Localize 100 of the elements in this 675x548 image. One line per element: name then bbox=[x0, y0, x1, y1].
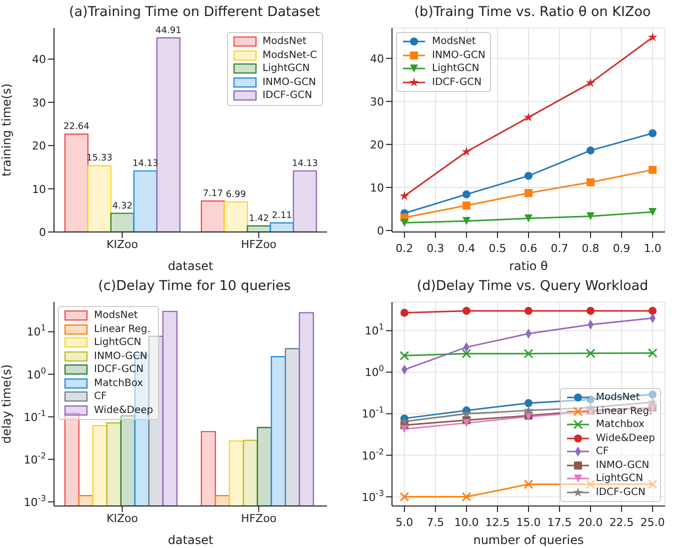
point bbox=[648, 32, 658, 42]
y-axis-title: delay time(s) bbox=[0, 364, 14, 444]
bar bbox=[200, 200, 226, 232]
point bbox=[648, 348, 658, 358]
data-label: 22.64 bbox=[64, 122, 90, 132]
point bbox=[462, 306, 470, 315]
x-tick-label: 5.0 bbox=[396, 516, 414, 529]
y-tick-label: 10$^{1}$ bbox=[364, 322, 384, 338]
point bbox=[462, 418, 470, 427]
legend-label: ModsNet bbox=[94, 310, 138, 322]
legend-label: Linear Reg. bbox=[94, 324, 150, 335]
x-tick-label: 0.7 bbox=[550, 242, 568, 255]
bar bbox=[133, 170, 158, 232]
legend-label: CF bbox=[94, 391, 107, 402]
x-axis-title: ratio θ bbox=[509, 259, 548, 273]
y-tick-label: 30 bbox=[370, 95, 384, 108]
point bbox=[462, 202, 470, 210]
x-tick-label: 15.0 bbox=[516, 516, 541, 529]
y-tick-label: 40 bbox=[32, 53, 46, 66]
legend-label: IDCF-GCN bbox=[596, 486, 646, 498]
y-tick-label: 0 bbox=[377, 224, 384, 238]
point bbox=[400, 416, 410, 426]
point bbox=[462, 216, 470, 225]
legend-label: LightGCN bbox=[432, 63, 480, 74]
x-tick-label: 17.5 bbox=[547, 516, 572, 529]
point bbox=[400, 350, 410, 360]
point bbox=[524, 348, 534, 358]
point bbox=[586, 402, 596, 412]
x-axis-title: dataset bbox=[168, 259, 214, 273]
x-tick-label: 22.5 bbox=[609, 516, 634, 529]
point bbox=[586, 178, 595, 186]
point bbox=[586, 396, 595, 404]
chart-title: (a)Training Time on Different Dataset bbox=[68, 3, 322, 22]
point bbox=[586, 146, 595, 154]
legend-label: ModsNet bbox=[596, 392, 640, 404]
point bbox=[462, 146, 472, 156]
x-tick-label: HFZoo bbox=[240, 238, 277, 251]
legend-label: ModsNet bbox=[262, 36, 306, 48]
bar bbox=[64, 134, 89, 232]
point bbox=[462, 408, 472, 418]
point bbox=[648, 306, 657, 315]
y-tick-label: 20 bbox=[32, 140, 46, 153]
y-tick-label: 10$^{0}$ bbox=[26, 365, 46, 382]
legend-label: IDCF-GCN bbox=[94, 364, 144, 376]
point bbox=[400, 191, 410, 200]
legend-label: Linear Reg. bbox=[596, 406, 652, 417]
point bbox=[586, 212, 595, 220]
data-label: 7.17 bbox=[202, 189, 223, 200]
point bbox=[524, 214, 532, 222]
legend-label: MatchBox bbox=[94, 378, 144, 389]
point bbox=[648, 166, 657, 174]
legend-label: IDCF-GCN bbox=[432, 76, 482, 88]
legend-label: CF bbox=[596, 446, 609, 458]
data-label: 44.91 bbox=[156, 26, 182, 36]
legend-label: ModsNet-C bbox=[262, 50, 317, 61]
x-tick-label: 0.5 bbox=[488, 242, 506, 255]
x-tick-label: KIZoo bbox=[106, 238, 138, 251]
point bbox=[586, 480, 596, 490]
x-tick-label: 1.0 bbox=[644, 242, 662, 255]
y-tick-label: 20 bbox=[370, 138, 384, 152]
legend-label: LightGCN bbox=[94, 337, 142, 348]
point bbox=[648, 208, 657, 216]
point bbox=[524, 172, 532, 180]
legend-label: INMO-GCN bbox=[596, 460, 650, 471]
legend-label: LightGCN bbox=[262, 63, 310, 74]
x-tick-label: 0.6 bbox=[520, 242, 538, 255]
legend-label: Wide&Deep bbox=[94, 404, 154, 416]
x-tick-label: 10.0 bbox=[454, 516, 479, 529]
data-label: 4.32 bbox=[112, 201, 132, 212]
legend-label: INMO-GCN bbox=[262, 76, 316, 88]
point bbox=[400, 308, 408, 317]
legend-label: IDCF-GCN bbox=[262, 90, 312, 102]
data-label: 2.11 bbox=[272, 210, 292, 221]
point bbox=[586, 306, 595, 315]
y-tick-label: 10 bbox=[32, 182, 46, 196]
x-tick-label: HFZoo bbox=[240, 512, 277, 525]
x-tick-label: 20.0 bbox=[578, 516, 603, 529]
chart-title: (d)Delay Time vs. Query Workload bbox=[416, 277, 650, 296]
point bbox=[462, 190, 470, 198]
x-tick-label: 0.8 bbox=[582, 242, 600, 255]
point bbox=[524, 405, 534, 414]
bar bbox=[87, 165, 112, 232]
y-tick-label: 10$^{-2}$ bbox=[362, 446, 384, 462]
point bbox=[400, 492, 410, 502]
point bbox=[586, 348, 596, 358]
point bbox=[648, 480, 658, 490]
x-tick-label: 0.4 bbox=[458, 242, 476, 255]
y-tick-label: 10$^{-1}$ bbox=[362, 404, 384, 421]
legend-label: ModsNet bbox=[432, 36, 476, 48]
point bbox=[524, 189, 532, 198]
point bbox=[648, 129, 657, 138]
x-tick-label: 0.3 bbox=[426, 242, 444, 255]
data-label: 1.42 bbox=[248, 214, 269, 224]
x-tick-label: KIZoo bbox=[106, 512, 138, 525]
point bbox=[648, 397, 658, 406]
point bbox=[524, 112, 534, 122]
legend-label: Matchbox bbox=[596, 419, 644, 430]
bar bbox=[110, 212, 135, 232]
data-label: 14.13 bbox=[292, 158, 318, 169]
data-label: 6.99 bbox=[226, 190, 246, 200]
